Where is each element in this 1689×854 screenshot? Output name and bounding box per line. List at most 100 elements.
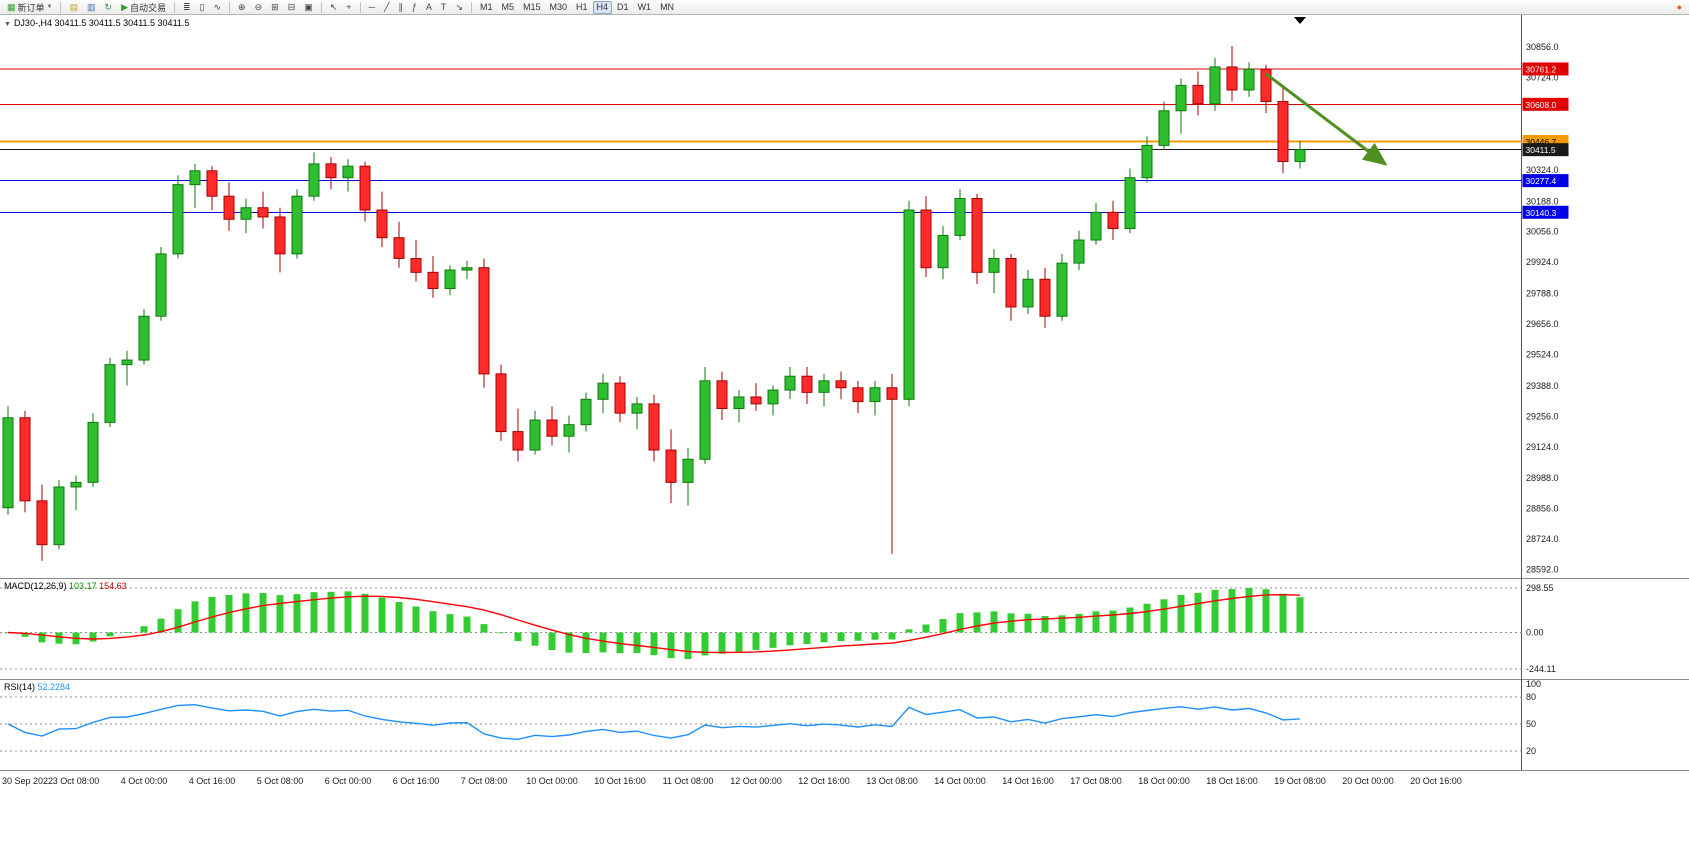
macd-title: MACD(12,26,9) [4, 581, 67, 591]
svg-text:-244.11: -244.11 [1526, 664, 1556, 674]
time-label: 11 Oct 08:00 [662, 776, 714, 786]
time-label: 6 Oct 00:00 [324, 776, 372, 786]
svg-text:298.55: 298.55 [1526, 583, 1554, 593]
alert-button[interactable]: ● [1673, 1, 1686, 14]
svg-text:28592.0: 28592.0 [1526, 565, 1559, 575]
svg-text:28724.0: 28724.0 [1526, 534, 1559, 544]
arrange-icon: ▣ [304, 2, 313, 12]
arrow-tool-button[interactable]: ↘ [451, 1, 467, 14]
chart-shift-marker[interactable] [1294, 17, 1306, 24]
bars-chart-button[interactable]: ≣ [179, 1, 195, 14]
new-order-button[interactable]: ▦ 新订单 ▼ [3, 1, 56, 14]
timeframe-button-w1[interactable]: W1 [637, 2, 652, 12]
new-order-button-label: 新订单 [17, 2, 45, 13]
fibonacci-button[interactable]: ƒ [408, 1, 421, 14]
svg-text:29124.0: 29124.0 [1526, 442, 1559, 452]
rsi-axis-labels: 100 80 50 20 [1526, 679, 1541, 756]
timeframe-button-h4[interactable]: H4 [592, 0, 613, 14]
horizontal-line-button[interactable]: ─ [365, 1, 379, 14]
time-label: 20 Oct 16:00 [1410, 776, 1462, 786]
svg-text:29656.0: 29656.0 [1526, 319, 1559, 329]
timeframe-button-m5[interactable]: M5 [501, 2, 514, 12]
market-watch-icon: ▤ [69, 2, 78, 12]
price-tag [1522, 143, 1569, 157]
arrow-tool-icon: ↘ [455, 2, 463, 12]
toolbar-separator [470, 1, 472, 13]
svg-text:29924.0: 29924.0 [1526, 257, 1559, 267]
candles-chart-icon: ▯ [199, 2, 205, 12]
line-chart-icon: ∿ [213, 2, 222, 12]
time-label: 4 Oct 00:00 [120, 776, 168, 786]
chart-window[interactable]: 30856.0 30724.0 30324.0 30188.0 30056.0 29924… [0, 15, 1689, 854]
timeframe-button-m30[interactable]: M30 [549, 2, 568, 12]
time-label: 17 Oct 08:00 [1070, 776, 1122, 786]
zoom-in-button[interactable]: ⊕ [234, 1, 250, 14]
svg-text:30446.7: 30446.7 [1526, 137, 1557, 147]
fibonacci-icon: ƒ [411, 2, 417, 12]
macd-signal-value: 154.63 [99, 581, 127, 591]
svg-text:29524.0: 29524.0 [1526, 350, 1559, 360]
line-chart-button[interactable]: ∿ [210, 1, 226, 14]
autotrade-button-label: 自动交易 [129, 2, 166, 13]
toolbar-separator [359, 1, 361, 13]
autotrade-icon: ▶ [121, 2, 128, 12]
trendline-button[interactable]: ╱ [380, 1, 393, 14]
svg-text:30608.0: 30608.0 [1526, 100, 1557, 110]
market-watch-button[interactable]: ▤ [65, 1, 82, 14]
text-button[interactable]: A [422, 1, 436, 14]
horizontal-lines[interactable] [0, 68, 1522, 213]
svg-text:30324.0: 30324.0 [1526, 165, 1559, 175]
data-window-button[interactable]: ▥ [83, 1, 100, 14]
toolbar-separator [229, 1, 231, 13]
timeframe-button-m15[interactable]: M15 [522, 2, 541, 12]
toolbar-separator [174, 1, 175, 13]
time-label: 3 Oct 08:00 [52, 776, 100, 786]
time-label: 10 Oct 16:00 [594, 776, 646, 786]
time-label: 5 Oct 08:00 [256, 776, 304, 786]
svg-text:20: 20 [1526, 746, 1536, 756]
cascade-windows-button[interactable]: ⊟ [284, 1, 300, 14]
arrange-button[interactable]: ▣ [300, 1, 317, 14]
macd-label: MACD(12,26,9) 103.17 154.63 [4, 581, 127, 591]
candles-chart-button[interactable]: ▯ [196, 1, 209, 14]
tile-windows-button[interactable]: ⊞ [267, 1, 283, 14]
timeframe-button-mn[interactable]: MN [660, 2, 675, 12]
one-click-trading-toggle[interactable]: ▼ [4, 21, 11, 28]
trendline-icon: ╱ [383, 2, 390, 12]
cursor-button[interactable]: ↖ [326, 1, 342, 14]
refresh-button[interactable]: ↻ [101, 1, 117, 14]
time-label: 14 Oct 16:00 [1002, 776, 1054, 786]
zoom-out-button[interactable]: ⊖ [251, 1, 267, 14]
svg-text:30856.0: 30856.0 [1526, 42, 1559, 52]
candles [2, 46, 1306, 561]
trend-arrow-annotation[interactable] [1265, 72, 1388, 166]
time-label: 12 Oct 00:00 [730, 776, 782, 786]
crosshair-icon: + [346, 2, 352, 12]
time-label: 10 Oct 00:00 [526, 776, 578, 786]
data-window-icon: ▥ [87, 2, 96, 12]
bars-chart-icon: ≣ [183, 2, 191, 12]
main-chart[interactable]: 30856.0 30724.0 30324.0 30188.0 30056.0 29924… [0, 15, 1689, 578]
crosshair-button[interactable]: + [342, 1, 355, 14]
svg-text:0.00: 0.00 [1526, 627, 1544, 637]
label-button[interactable]: T [437, 1, 451, 14]
toolbar-separator [60, 1, 62, 13]
macd-axis-labels: 298.55 0.00 -244.11 [1526, 583, 1556, 674]
timeframe-button-m1[interactable]: M1 [479, 2, 493, 12]
rsi-panel[interactable]: 100 80 50 20 [0, 679, 1689, 770]
svg-text:30724.0: 30724.0 [1526, 73, 1559, 83]
macd-panel[interactable]: 298.55 0.00 -244.11 [0, 578, 1689, 679]
time-axis[interactable]: 30 Sep 2022 3 Oct 08:00 4 Oct 00:00 4 Oct 1… [0, 770, 1689, 794]
autotrade-button[interactable]: ▶ 自动交易 [117, 1, 170, 14]
channel-button[interactable]: ∥ [394, 1, 407, 14]
horizontal-line-icon: ─ [368, 2, 375, 12]
rsi-line [7, 703, 1301, 741]
timeframe-button-h1[interactable]: H1 [576, 2, 588, 12]
time-label: 13 Oct 08:00 [866, 776, 918, 786]
svg-text:50: 50 [1526, 719, 1536, 729]
svg-text:30188.0: 30188.0 [1526, 196, 1559, 206]
price-tag [1522, 174, 1569, 188]
time-label: 7 Oct 08:00 [460, 776, 508, 786]
timeframe-button-d1[interactable]: D1 [617, 2, 629, 12]
svg-text:28988.0: 28988.0 [1526, 473, 1559, 483]
